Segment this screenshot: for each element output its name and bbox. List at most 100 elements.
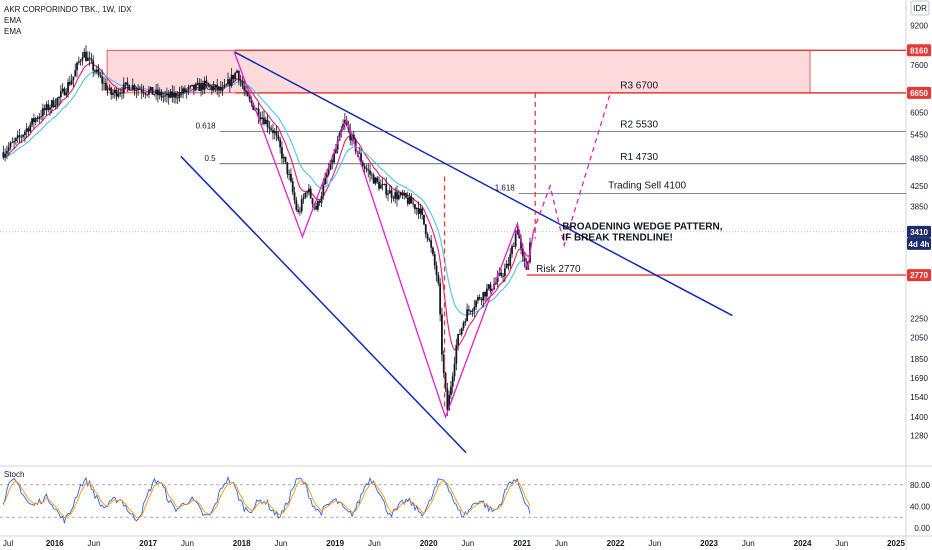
price-tick-1400: 1400: [910, 413, 928, 422]
candle-body: [322, 184, 325, 197]
candle-body: [318, 201, 321, 203]
candle-body: [36, 118, 39, 119]
candle-body: [352, 134, 355, 140]
candle-body: [503, 268, 506, 276]
candle-body: [47, 104, 50, 110]
candle-body: [32, 118, 35, 122]
candle-body: [140, 89, 143, 93]
candle-body: [110, 87, 113, 95]
chart-title: AKR CORPORINDO TBK., 1W, IDX: [4, 5, 132, 14]
candle-body: [34, 118, 37, 122]
candle-body: [203, 80, 206, 90]
candle-body: [94, 70, 96, 72]
candle-body: [182, 88, 184, 94]
wave-zigzag[interactable]: [233, 51, 534, 420]
price-tag-label-3410: 3410: [910, 228, 928, 237]
upper-trendline[interactable]: [233, 51, 733, 317]
stoch-d-line: [3, 479, 531, 519]
candle-body: [22, 134, 24, 137]
candle-body: [379, 184, 382, 189]
trading-sell-label: Trading Sell 4100: [608, 181, 686, 192]
candle-body: [131, 85, 134, 90]
candle-body: [173, 92, 175, 98]
time-tick-2019-7: 2019: [326, 539, 344, 548]
price-tick-4850: 4850: [910, 155, 928, 164]
candle-body: [174, 92, 177, 98]
candle-body: [459, 334, 461, 335]
candle-body: [475, 300, 477, 307]
candle-body: [457, 334, 460, 345]
candle-body: [54, 105, 57, 108]
candle-body: [223, 85, 226, 88]
time-tick-Jun-18: Jun: [835, 539, 848, 548]
candle-body: [336, 140, 339, 150]
candle-body: [85, 51, 87, 61]
price-tick-5450: 5450: [910, 130, 928, 139]
candle-body: [104, 82, 107, 91]
candle-body: [259, 117, 262, 120]
time-tick-2021-11: 2021: [513, 539, 531, 548]
candle-body: [282, 156, 285, 159]
time-tick-Jun-10: Jun: [461, 539, 474, 548]
candle-body: [56, 98, 59, 106]
candle-body: [414, 204, 416, 210]
price-tag-6650[interactable]: [907, 86, 931, 99]
time-remaining-tag: [907, 237, 931, 250]
candle-body: [390, 190, 393, 198]
price-tick-1850: 1850: [910, 355, 928, 364]
price-tag-8160[interactable]: [907, 44, 931, 57]
fib-label-0.618: 0.618: [196, 121, 217, 130]
candle-body: [77, 61, 80, 63]
candle-body: [70, 80, 73, 85]
candle-body: [311, 198, 314, 205]
stoch-tick-80.00: 80.00: [910, 481, 931, 490]
candle-body: [113, 89, 116, 94]
candle-body: [408, 196, 411, 204]
candle-body: [191, 84, 193, 86]
candle-body: [297, 209, 300, 212]
candle-body: [99, 74, 102, 77]
candle-body: [234, 72, 237, 80]
lower-trendline[interactable]: [180, 155, 467, 454]
candle-body: [448, 395, 451, 411]
candle-body: [200, 83, 202, 91]
candle-body: [13, 140, 16, 143]
candle-body: [9, 142, 12, 148]
candle-body: [31, 118, 33, 125]
candle-body: [237, 70, 240, 81]
candle-body: [299, 211, 301, 213]
candle-body: [288, 174, 291, 175]
price-tick-6050: 6050: [910, 109, 928, 118]
candle-body: [115, 89, 118, 97]
candle-body: [126, 82, 129, 86]
candle-body: [255, 108, 258, 110]
price-tag-2770[interactable]: [907, 269, 931, 282]
candle-body: [230, 74, 233, 86]
candle-body: [58, 96, 60, 99]
candle-body: [365, 168, 368, 170]
candle-body: [308, 188, 310, 193]
candle-body: [363, 166, 366, 169]
candle-body: [41, 108, 44, 117]
candle-body: [410, 196, 413, 204]
candle-body: [128, 85, 131, 91]
candle-body: [180, 91, 183, 94]
candle-body: [88, 57, 91, 59]
candle-body: [149, 87, 152, 91]
candle-body: [76, 62, 78, 71]
candle-body: [122, 83, 125, 94]
price-tag-3410[interactable]: [907, 225, 931, 238]
candle-body: [500, 272, 503, 276]
currency-badge[interactable]: [910, 0, 930, 16]
candle-body: [281, 147, 283, 159]
candle-body: [279, 139, 282, 148]
candle-body: [439, 283, 442, 315]
candle-body: [441, 314, 443, 355]
time-tick-Jun-2: Jun: [88, 539, 101, 548]
candle-body: [27, 128, 30, 132]
candle-body: [264, 119, 267, 125]
candle-body: [424, 224, 427, 234]
price-tick-1280: 1280: [910, 432, 928, 441]
fib-label-0.5: 0.5: [204, 154, 216, 163]
